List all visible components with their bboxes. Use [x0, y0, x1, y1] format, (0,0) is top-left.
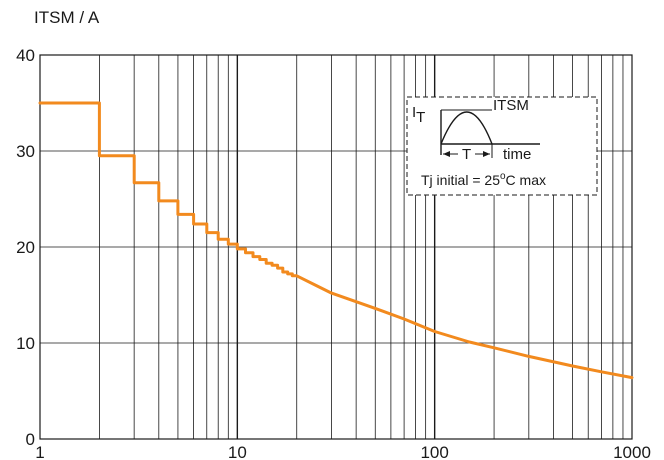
x-tick-label: 100 — [420, 443, 448, 460]
inset-time-label: time — [503, 146, 531, 163]
inset-arrowhead-left — [443, 151, 450, 157]
inset-t-label: T — [462, 146, 471, 163]
inset-box — [406, 96, 598, 196]
series-group — [38, 101, 634, 380]
x-tick-label: 1 — [35, 443, 44, 460]
x-tick-labels: 1 10 100 1000 — [35, 443, 651, 460]
y-tick-label: 40 — [16, 46, 35, 65]
y-axis-label: ITSM / A — [34, 8, 100, 27]
inset-it-label: IT — [412, 104, 425, 126]
x-tick-label: 10 — [228, 443, 247, 460]
plot-frame — [39, 54, 633, 440]
inset-half-sine — [440, 111, 493, 145]
surge-current-curve — [38, 101, 634, 380]
y-tick-label: 20 — [16, 238, 35, 257]
inset-arrowhead-right — [483, 151, 490, 157]
y-tick-label: 10 — [16, 334, 35, 353]
inset-itsm-label: ITSM — [493, 97, 529, 114]
y-tick-label: 0 — [26, 430, 35, 449]
x-tick-label: 1000 — [613, 443, 651, 460]
inset-caption: Tj initial = 25oC max — [421, 171, 546, 188]
y-tick-labels: 0 10 20 30 40 — [16, 46, 35, 449]
y-tick-label: 30 — [16, 142, 35, 161]
inset-legend: IT ITSM T time Tj initial = 25oC max — [406, 96, 598, 196]
